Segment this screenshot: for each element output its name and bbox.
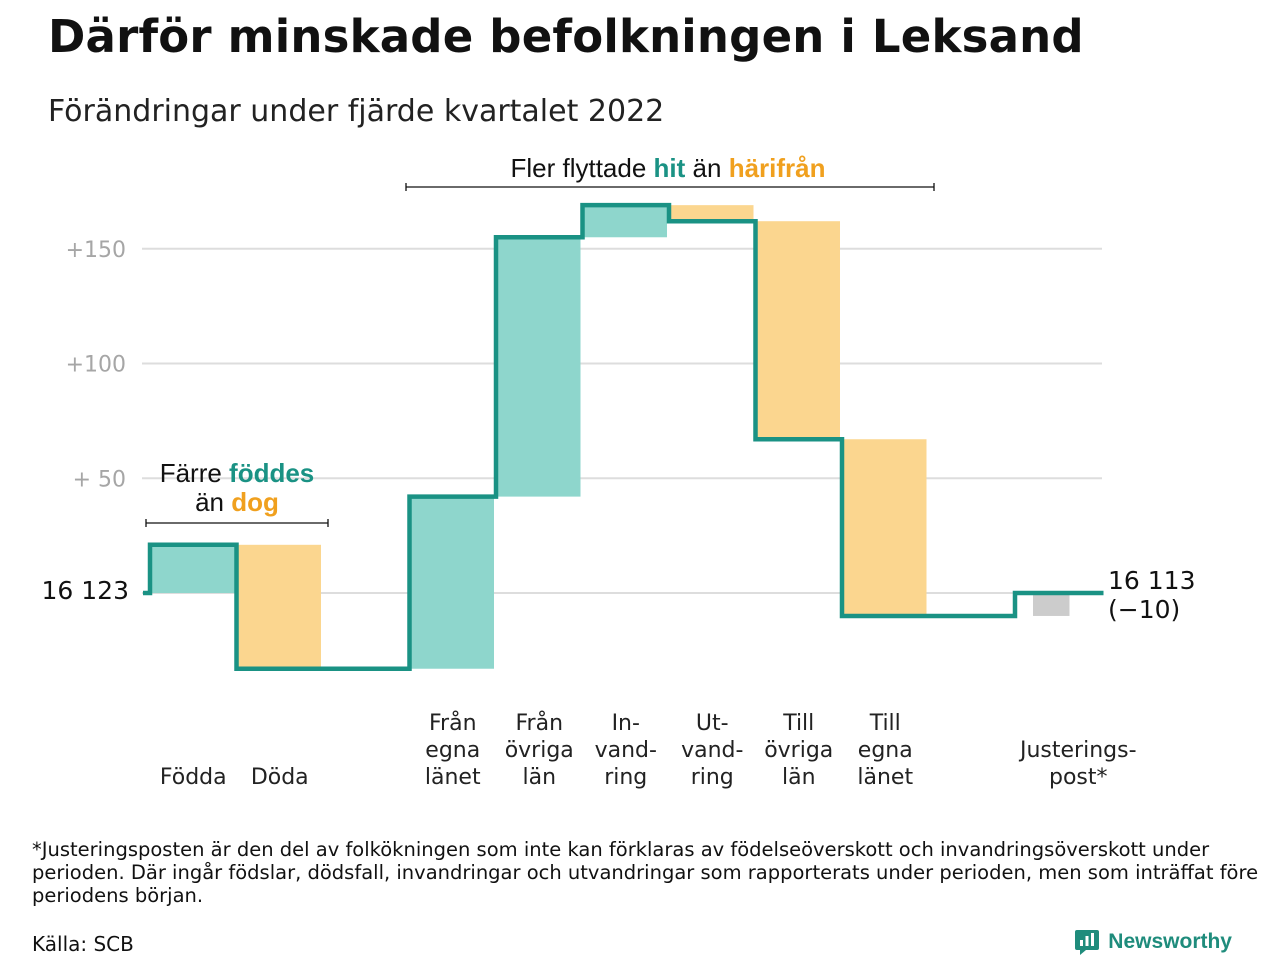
category-label: vand- <box>681 738 743 763</box>
category-label: ring <box>691 765 734 790</box>
category-label: länet <box>425 765 481 790</box>
y-tick-label: +100 <box>66 353 126 378</box>
grid-layer: + 50 +100 +150 <box>66 238 1102 594</box>
category-label: övriga <box>505 738 574 763</box>
births-annotation-line1: Färre föddes <box>160 458 315 488</box>
footnote: *Justeringsposten är den del av folkökni… <box>32 838 1259 907</box>
category-label: länet <box>857 765 913 790</box>
category-label: post* <box>1049 765 1108 790</box>
y-tick-label: +150 <box>66 238 126 263</box>
chart-subtitle: Förändringar under fjärde kvartalet 2022 <box>48 94 665 129</box>
category-label: län <box>782 765 816 790</box>
births-annotation: Färre föddes än dog <box>145 458 329 527</box>
category-label: Från <box>429 710 477 736</box>
waterfall-bar <box>755 221 840 440</box>
category-label: egna <box>858 738 913 763</box>
category-label: Döda <box>251 765 309 790</box>
bar-layer <box>150 205 1070 669</box>
category-label: Födda <box>160 765 227 790</box>
newsworthy-logo-icon <box>1075 930 1100 955</box>
category-label: vand- <box>595 738 657 763</box>
category-label: ring <box>604 765 647 790</box>
waterfall-bar <box>669 205 754 222</box>
step-line-layer <box>143 202 1104 671</box>
migration-annotation: Fler flyttade hit än härifrån <box>405 153 935 191</box>
waterfall-bar <box>1033 593 1070 616</box>
waterfall-bar <box>409 496 494 669</box>
category-label: län <box>522 765 556 790</box>
births-annotation-line2: än dog <box>195 487 279 517</box>
waterfall-bar <box>150 544 235 593</box>
waterfall-bar <box>842 439 927 616</box>
category-label: egna <box>425 738 480 763</box>
category-label: övriga <box>764 738 833 763</box>
source-label: Källa: SCB <box>32 932 134 956</box>
category-label: Ut- <box>696 711 729 736</box>
category-label: Justerings- <box>1018 738 1137 763</box>
category-label: Till <box>869 711 901 736</box>
category-label: Från <box>515 710 563 736</box>
migration-annotation-text: Fler flyttade hit än härifrån <box>510 153 825 183</box>
start-value-label: 16 123 <box>42 576 129 605</box>
chart-title: Därför minskade befolkningen i Leksand <box>48 10 1084 63</box>
y-tick-label: + 50 <box>73 467 126 492</box>
category-label: Till <box>782 711 814 736</box>
end-value-label: 16 113 <box>1108 566 1195 595</box>
brand-name: Newsworthy <box>1108 930 1232 953</box>
cumulative-step-line <box>143 202 1104 671</box>
end-change-label: (−10) <box>1108 595 1180 624</box>
waterfall-bar <box>496 237 581 497</box>
category-label: In- <box>612 711 640 736</box>
brand[interactable]: Newsworthy <box>1074 928 1232 956</box>
waterfall-bar <box>582 205 667 238</box>
waterfall-bar <box>236 544 321 669</box>
